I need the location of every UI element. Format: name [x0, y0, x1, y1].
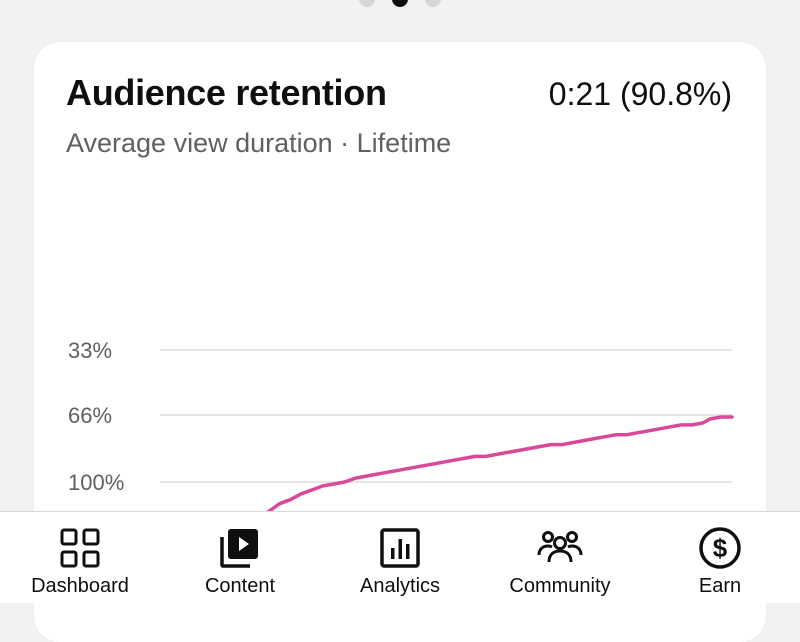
y-tick-label: 33%	[68, 338, 112, 363]
bottom-navigation: Dashboard Content Analytics Community	[0, 511, 800, 603]
nav-label-community: Community	[509, 575, 611, 597]
nav-label-content: Content	[204, 575, 276, 597]
nav-label-dashboard: Dashboard	[31, 575, 129, 597]
chart-lines	[265, 415, 734, 512]
page-indicator	[0, 0, 800, 11]
nav-item-earn[interactable]: $ Earn	[640, 512, 800, 603]
nav-item-analytics[interactable]: Analytics	[320, 512, 480, 603]
y-tick-label: 66%	[68, 403, 112, 428]
community-icon	[537, 531, 583, 563]
nav-item-content[interactable]: Content	[160, 512, 320, 603]
y-tick-label: 100%	[68, 470, 124, 495]
nav-label-analytics: Analytics	[359, 575, 441, 597]
earn-icon: $	[699, 527, 741, 569]
dashboard-icon	[60, 528, 100, 568]
page-dot[interactable]	[425, 0, 441, 7]
chart-grid: 100% 66% 33%	[68, 338, 732, 495]
page-dot[interactable]	[359, 0, 375, 7]
card-title: Audience retention	[66, 72, 387, 113]
svg-text:$: $	[713, 533, 728, 563]
retention-value: 0:21 (90.8%)	[548, 76, 732, 112]
content-icon	[220, 529, 258, 568]
nav-item-community[interactable]: Community	[480, 512, 640, 603]
analytics-icon	[380, 528, 420, 568]
retention-chart: 100% 66% 33%	[68, 338, 734, 512]
nav-item-dashboard[interactable]: Dashboard	[0, 512, 160, 603]
nav-label-earn: Earn	[698, 575, 742, 597]
retention-line	[265, 415, 734, 512]
card-subtitle: Average view duration · Lifetime	[66, 128, 452, 158]
page-dot-active[interactable]	[392, 0, 408, 7]
